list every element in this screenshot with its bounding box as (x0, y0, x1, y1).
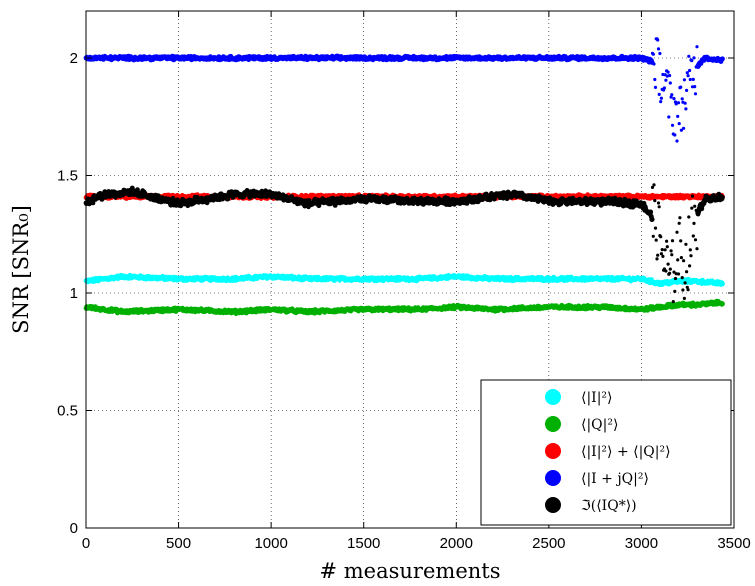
data-point (720, 301, 725, 307)
data-points (83, 37, 725, 317)
data-point (720, 281, 725, 287)
series-1 (83, 298, 725, 317)
series-0 (83, 272, 725, 288)
